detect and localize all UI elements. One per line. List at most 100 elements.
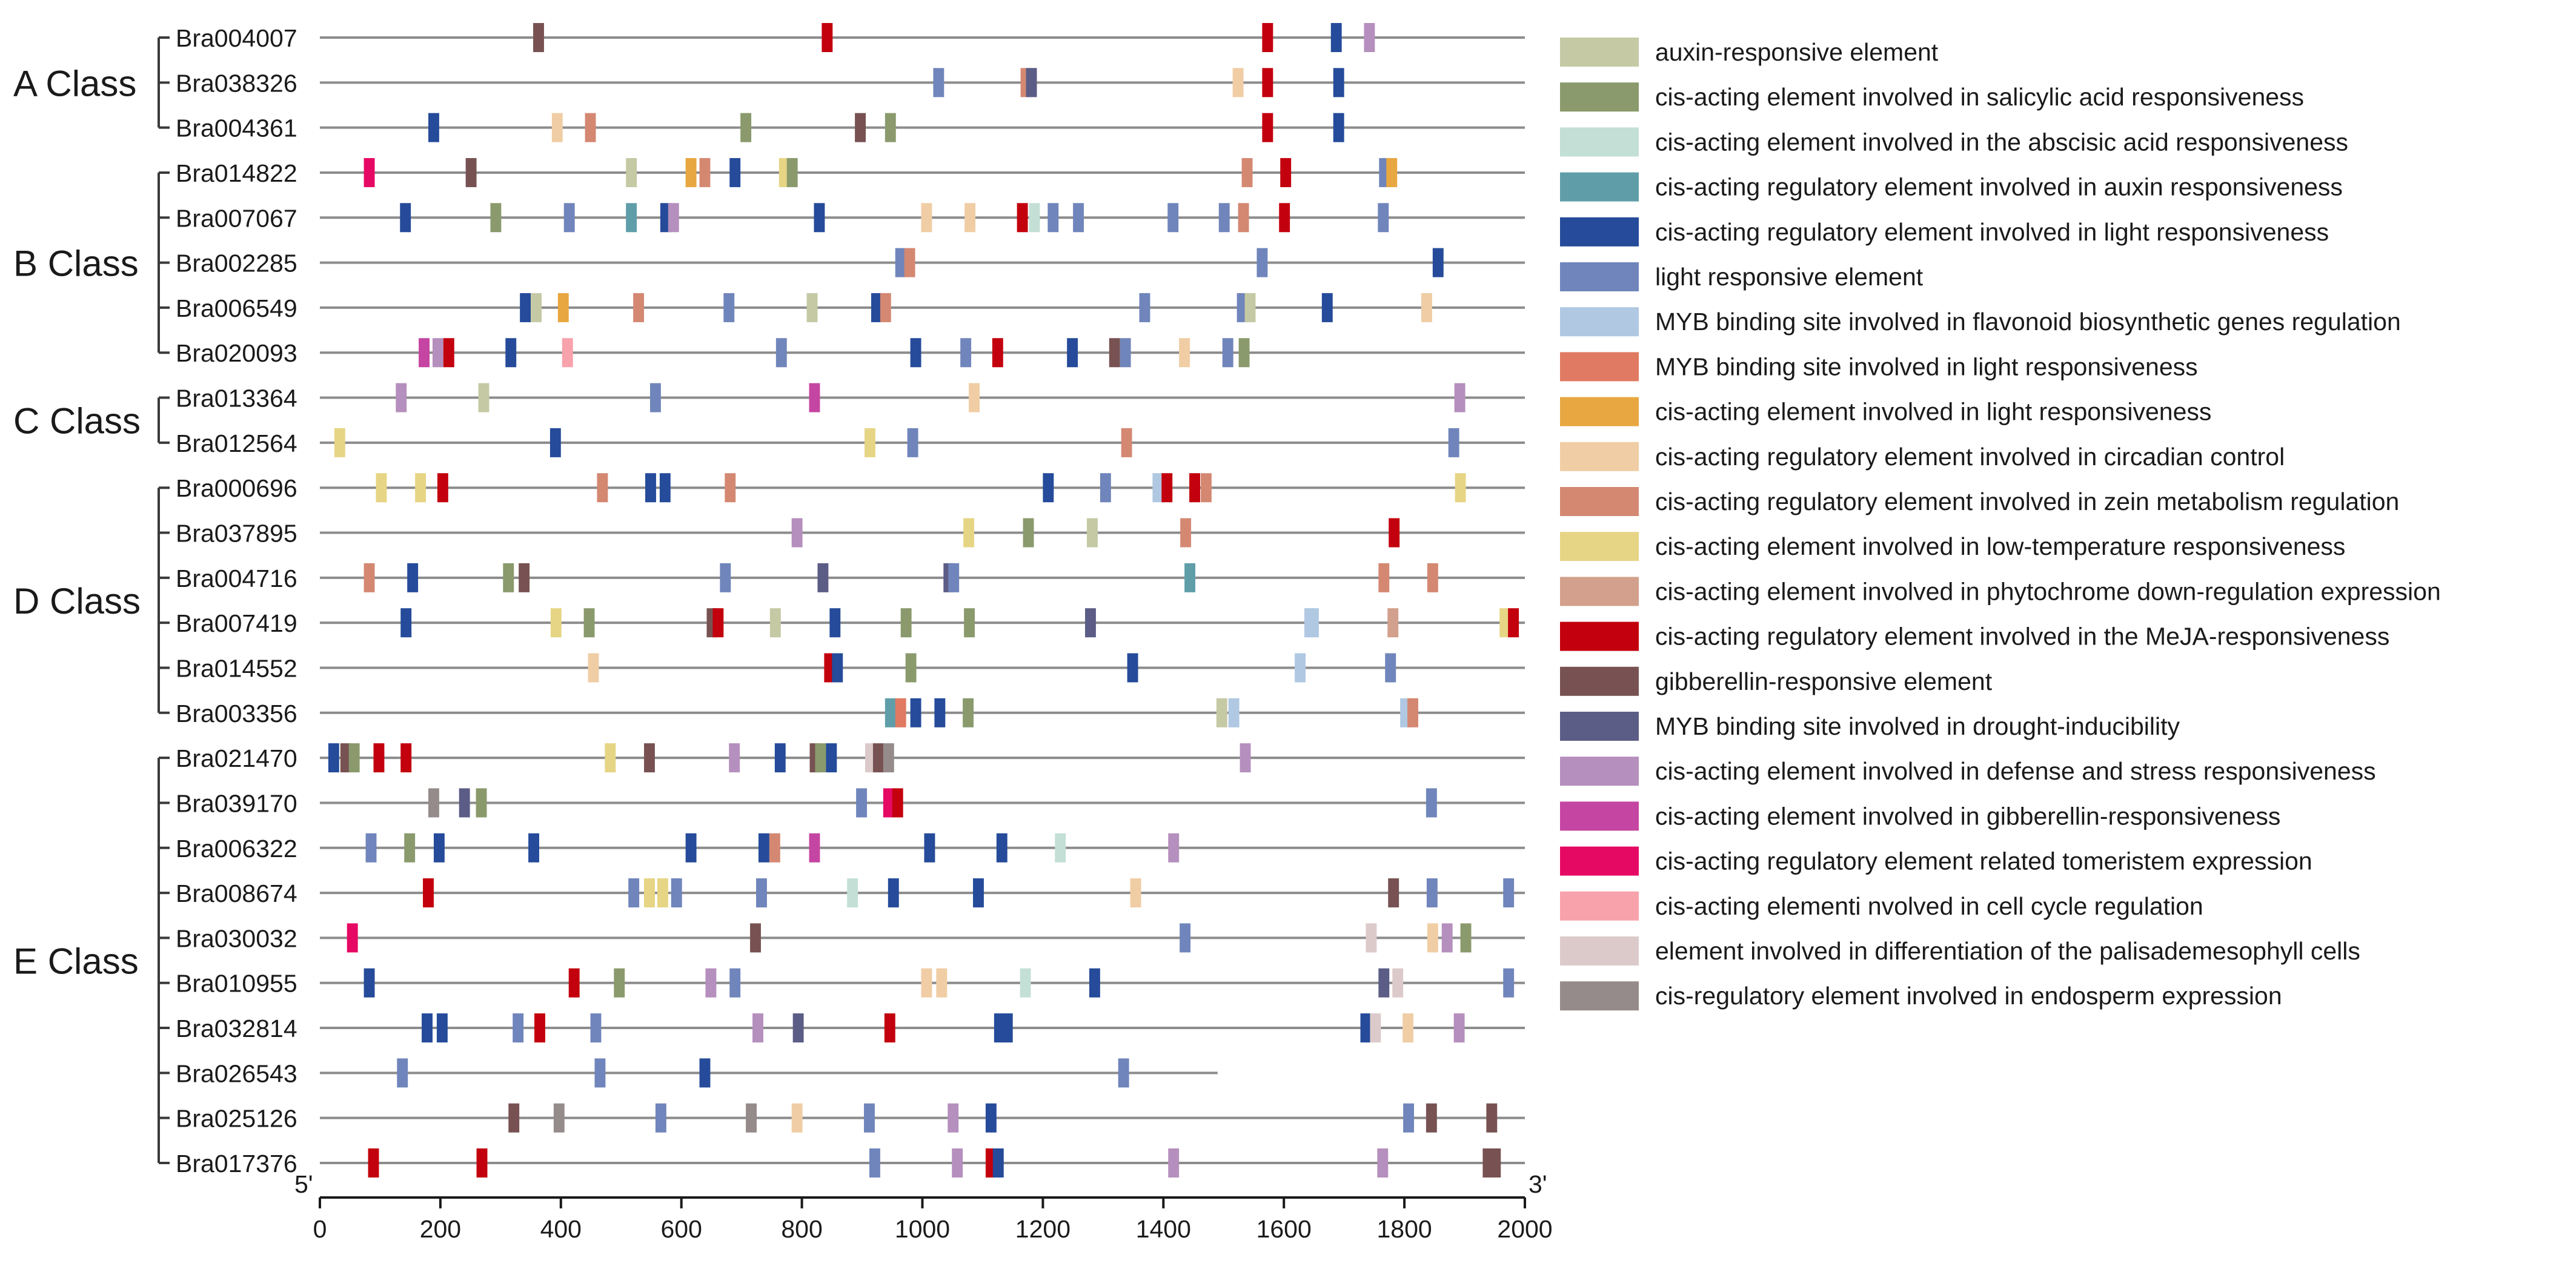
legend-swatch [1560,172,1639,202]
element-box [1386,157,1398,187]
element-box [1139,293,1150,322]
legend-label: cis-acting regulatory element involved i… [1655,488,2399,515]
element-box [1503,878,1515,908]
legend-label: cis-acting regulatory element involved i… [1655,623,2389,651]
legend-label: cis-acting element involved in the absci… [1655,128,2348,156]
class-label: C Class [13,401,141,442]
element-box [407,563,419,592]
element-box [534,1013,545,1043]
element-box [960,338,972,368]
element-box [531,293,542,322]
element-box [520,293,531,322]
element-box [528,833,539,863]
element-box [400,203,411,233]
x-tick-label: 600 [660,1215,702,1243]
element-box [948,1103,959,1133]
element-box [883,788,894,818]
element-box [826,743,837,773]
element-box [1441,923,1453,953]
gene-name: Bra038326 [176,69,297,97]
legend-swatch [1560,712,1639,741]
gene-name: Bra032814 [176,1015,297,1042]
element-box [685,157,697,187]
element-box [1262,23,1273,52]
element-box [433,833,445,863]
element-box [1026,68,1037,98]
element-box [1307,608,1319,638]
gene-name: Bra025126 [176,1105,297,1133]
element-box [774,743,786,773]
element-box [1366,923,1377,953]
gene-name: Bra000696 [176,474,297,502]
element-box [476,788,487,818]
x-tick-label: 1800 [1376,1215,1432,1243]
element-box [1001,1013,1013,1043]
x-tick-label: 0 [313,1215,327,1243]
element-box [933,68,944,98]
element-box [746,1103,757,1133]
element-box [1388,878,1399,908]
gene-name: Bra037895 [176,520,297,548]
three-prime-label: 3' [1529,1170,1547,1198]
element-box [1385,653,1396,683]
element-box [865,428,875,457]
element-box [432,338,443,368]
element-box [756,878,767,908]
element-box [513,1013,524,1043]
legend-swatch [1560,262,1639,291]
element-box [1222,338,1233,368]
element-box [422,1013,433,1043]
element-box [583,608,595,638]
element-box [549,428,561,457]
element-box [729,743,740,773]
element-box [885,698,896,727]
element-box [347,923,358,953]
class-label: D Class [13,581,141,621]
element-box [934,698,946,727]
element-box [428,788,439,818]
element-box [1508,608,1519,638]
element-box [563,203,575,233]
element-box [363,157,375,187]
element-box [590,1013,602,1043]
element-box [1085,608,1096,638]
element-box [900,608,912,638]
gene-name: Bra004361 [176,114,297,142]
element-box [437,473,448,503]
element-box [699,1058,711,1088]
element-box [645,473,656,503]
legend-swatch [1560,981,1639,1011]
element-box [1370,1013,1381,1043]
element-box [969,383,980,412]
element-box [1330,23,1342,52]
element-box [404,833,416,863]
legend-swatch [1560,666,1639,696]
element-box [1387,608,1399,638]
element-box [436,1013,448,1043]
legend-label: cis-acting element involved in phytochro… [1655,577,2441,605]
element-box [557,293,569,322]
element-box [705,968,717,998]
element-box [459,788,470,818]
element-box [1232,68,1244,98]
element-box [588,653,599,683]
element-box [996,833,1007,863]
element-box [1453,1013,1465,1043]
element-box [895,698,906,727]
class-label: E Class [13,941,139,982]
element-box [1377,1148,1389,1178]
element-box [1432,248,1444,277]
element-box [921,203,932,233]
element-box [1460,923,1472,953]
element-box [476,1148,488,1178]
legend-swatch [1560,307,1639,337]
x-tick-label: 1200 [1015,1215,1071,1243]
legend-swatch [1560,352,1639,382]
element-box [832,653,843,683]
element-box [712,608,724,638]
element-box [729,968,741,998]
element-box [1218,203,1230,233]
element-box [936,968,948,998]
element-box [1241,157,1253,187]
